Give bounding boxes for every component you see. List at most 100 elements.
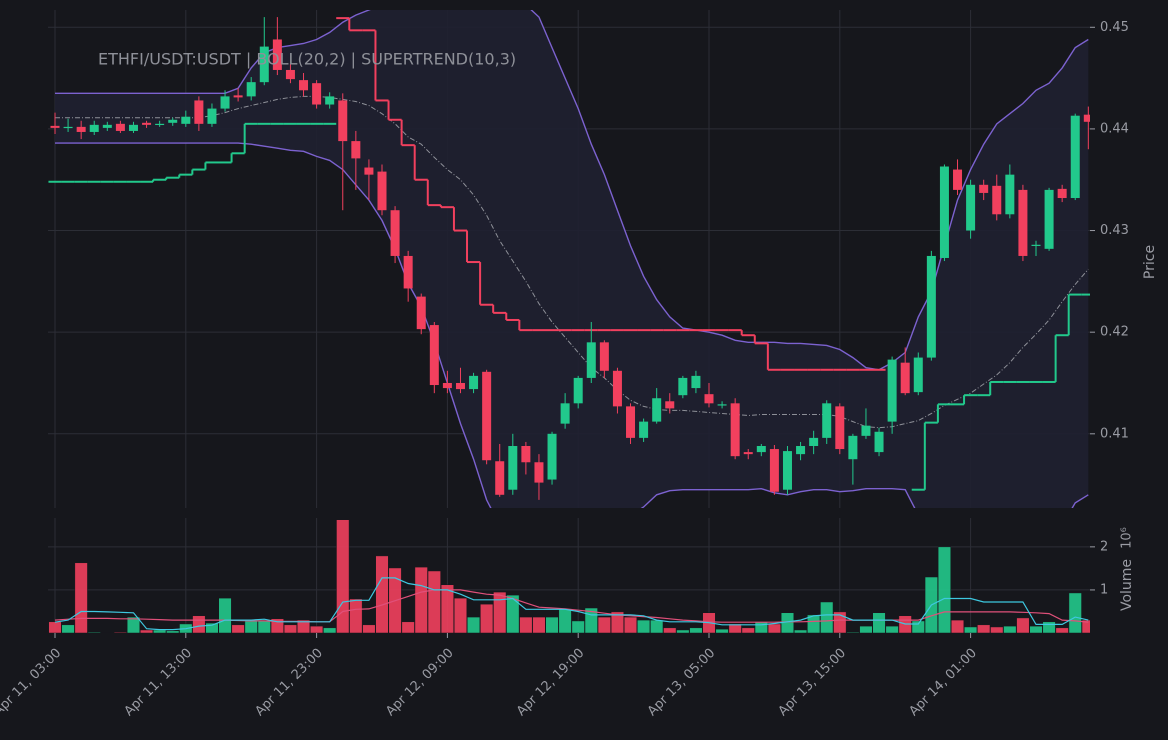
volume-bar [440, 584, 454, 633]
candle-body [416, 296, 426, 330]
candle-body [1070, 115, 1080, 199]
candle-body [482, 371, 492, 461]
volume-bar [140, 629, 154, 633]
volume-bar [48, 621, 62, 633]
chart-title: ETHFI/USDT:USDT | BOLL(20,2) | SUPERTREN… [98, 50, 516, 69]
volume-bar [833, 611, 847, 633]
volume-bar [990, 626, 1004, 633]
y-tick-label: 0.45 [1100, 20, 1129, 35]
volume-bar [87, 631, 101, 633]
candle-body [155, 123, 165, 126]
candle-body [338, 100, 348, 142]
candle-body [50, 125, 60, 128]
y-tick-label: 0.44 [1100, 121, 1129, 136]
candle-body [233, 95, 243, 98]
candle-body [756, 446, 766, 453]
volume-bar [336, 519, 350, 633]
volume-bar [153, 629, 167, 633]
volume-bar [218, 597, 232, 633]
candle-body [364, 167, 374, 175]
volume-bar [977, 624, 991, 633]
candle-body [796, 446, 806, 455]
volume-bar [375, 555, 389, 633]
volume-bar [610, 611, 624, 633]
volume-bar [728, 623, 742, 633]
volume-bar [192, 615, 206, 633]
price-panel [48, 10, 1090, 508]
band-fill [55, 10, 1089, 508]
volume-bar [113, 631, 127, 633]
candle-body [1005, 174, 1015, 215]
volume-bar [257, 620, 271, 633]
candle-body [1031, 244, 1041, 246]
candle-body [848, 435, 858, 460]
candle-body [312, 83, 322, 105]
volume-bar [794, 629, 808, 633]
volume-bar [964, 626, 978, 633]
candle-body [1018, 189, 1028, 256]
candle-body [639, 421, 649, 438]
y-tick-label: 0.42 [1100, 325, 1129, 340]
volume-bar [453, 597, 468, 633]
candle-body [599, 342, 609, 371]
volume-bar [872, 612, 886, 633]
candle-body [547, 433, 557, 480]
volume-bar [950, 619, 965, 633]
volume-bar [820, 601, 834, 633]
candle-body [704, 394, 714, 404]
volume-bar [1016, 617, 1030, 633]
volume-bar [480, 603, 494, 633]
volume-bar [296, 619, 311, 633]
candle-body [299, 80, 309, 91]
candle-body [521, 446, 531, 463]
candle-body [259, 46, 269, 83]
volume-bar [715, 628, 729, 633]
volume-bar [323, 627, 337, 633]
volume-bar [349, 598, 363, 633]
candle-body [913, 357, 923, 393]
volume-panel [48, 519, 1090, 633]
volume-tick-label: 1 [1100, 582, 1108, 597]
candle-body [939, 166, 949, 258]
candle-body [822, 403, 832, 438]
candle-body [534, 462, 544, 483]
candle-body [782, 451, 792, 490]
volume-bar [859, 625, 873, 633]
candle-body [560, 403, 570, 424]
bollinger-lower [55, 142, 1089, 508]
volume-bar [1055, 627, 1069, 633]
volume-bar [558, 608, 572, 633]
volume-bar [911, 620, 925, 633]
candle-body [429, 325, 439, 386]
candle-body [246, 82, 256, 97]
volume-bar [754, 621, 768, 633]
candle-body [966, 184, 976, 231]
bollinger-upper [55, 10, 1089, 371]
volume-bar [310, 625, 324, 633]
candle-body [325, 96, 335, 105]
candle-body [194, 100, 204, 124]
volume-bar [166, 630, 180, 633]
volume-bar [885, 625, 899, 633]
volume-bar [597, 616, 611, 633]
volume-bar [362, 624, 376, 633]
candle-body [442, 382, 452, 389]
candle-body [835, 406, 845, 450]
candle-body [102, 124, 112, 128]
candle-body [1083, 114, 1090, 122]
volume-bar [741, 627, 755, 633]
volume-bar [401, 621, 415, 633]
volume-bar [807, 614, 821, 633]
candle-body [678, 377, 688, 396]
volume-bar [663, 627, 677, 633]
volume-bar [689, 627, 703, 633]
volume-bar [231, 624, 245, 633]
volume-bar [532, 616, 546, 633]
candle-body [285, 69, 295, 80]
candle-body [76, 126, 86, 132]
bollinger-middle [55, 95, 1089, 429]
volume-bar [205, 622, 219, 633]
candle-body [665, 401, 675, 409]
candle-body [743, 452, 753, 455]
volume-bar [493, 591, 507, 633]
